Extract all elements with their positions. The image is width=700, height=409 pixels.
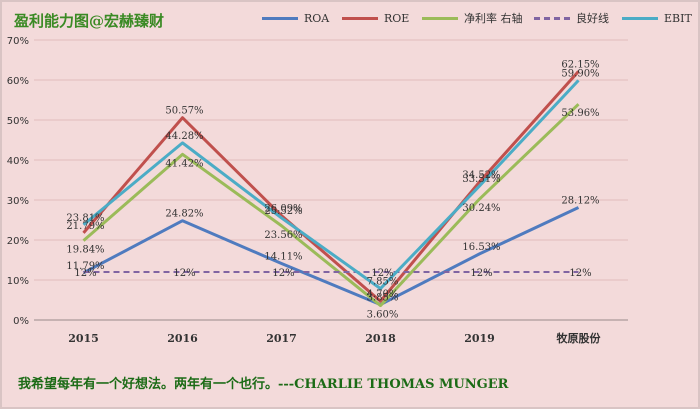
legend-label-net-margin: 净利率 右轴 [464, 12, 523, 25]
data-label-roe: 62.15% [561, 59, 599, 70]
munger-quote: 我希望每年有一个好想法。两年有一个也行。---CHARLIE THOMAS MU… [18, 377, 509, 392]
legend-label-roa: ROA [304, 11, 330, 25]
legend-item-roa: ROA [262, 8, 329, 28]
legend-item-ebit: EBIT [622, 8, 692, 28]
data-label-good-line: 12% [569, 268, 591, 279]
y-tick-label: 20% [7, 236, 29, 247]
y-tick-label: 0% [13, 316, 29, 327]
data-label-ebit: 23.81% [66, 213, 104, 224]
legend-item-net-margin: 净利率 右轴 [422, 8, 523, 28]
x-tick-label: 2018 [365, 332, 396, 345]
data-label-good-line: 12% [272, 268, 294, 279]
data-label-good-line: 12% [371, 268, 393, 279]
data-label-net-margin: 30.24% [462, 203, 500, 214]
chart-title: 盈利能力图@宏赫臻财 [14, 12, 165, 30]
data-label-roa: 14.11% [264, 252, 302, 263]
data-label-roa: 24.82% [165, 209, 203, 220]
data-label-ebit: 59.90% [561, 68, 599, 79]
data-label-ebit: 33.51% [462, 174, 500, 185]
y-tick-label: 40% [7, 156, 29, 167]
legend-label-roe: ROE [384, 11, 410, 25]
legend-swatch-net-margin [422, 16, 458, 20]
legend-item-roe: ROE [342, 8, 409, 28]
legend-swatch-good-line [534, 16, 570, 20]
data-label-roa: 3.85% [367, 293, 399, 304]
data-label-net-margin: 23.56% [264, 230, 302, 241]
data-label-good-line: 12% [470, 268, 492, 279]
data-label-roe: 21.79% [66, 221, 104, 232]
series-line-roe [82, 70, 580, 303]
data-label-net-margin: 41.42% [165, 158, 203, 169]
legend-swatch-roa [262, 16, 298, 20]
series-line-ebit [82, 79, 580, 291]
data-label-net-margin: 53.96% [561, 108, 599, 119]
series-line-roa [82, 206, 580, 307]
y-tick-label: 60% [7, 76, 29, 87]
legend-label-ebit: EBIT [664, 11, 692, 25]
y-tick-label: 30% [7, 196, 29, 207]
data-label-good-line: 12% [173, 268, 195, 279]
data-label-roa: 28.12% [561, 196, 599, 207]
data-label-ebit: 7.85% [367, 277, 399, 288]
data-label-net-margin: 3.60% [367, 310, 399, 321]
y-tick-label: 50% [7, 116, 29, 127]
legend-item-good-line: 良好线 [534, 8, 609, 28]
data-label-roe: 50.57% [165, 106, 203, 117]
x-tick-label: 牧原股份 [557, 331, 602, 345]
data-label-net-margin: 19.84% [66, 245, 104, 256]
data-label-ebit: 25.52% [264, 206, 302, 217]
y-tick-label: 10% [7, 276, 29, 287]
x-tick-label: 2017 [266, 332, 297, 345]
data-label-roe: 34.52% [462, 170, 500, 181]
series-line-net-margin [82, 103, 580, 308]
data-label-roe: 4.70% [367, 289, 399, 300]
data-label-good-line: 12% [74, 268, 96, 279]
legend-swatch-ebit [622, 16, 658, 20]
x-tick-label: 2016 [167, 332, 198, 345]
data-label-roa: 11.79% [66, 261, 104, 272]
data-label-roa: 16.53% [462, 242, 500, 253]
data-label-roe: 26.09% [264, 204, 302, 215]
legend-label-good-line: 良好线 [576, 12, 609, 25]
y-tick-label: 70% [7, 36, 29, 47]
legend: ROA ROE 净利率 右轴 良好线 EBIT [262, 8, 692, 28]
data-label-ebit: 44.28% [165, 131, 203, 142]
x-tick-label: 2015 [68, 332, 99, 345]
legend-swatch-roe [342, 16, 378, 20]
x-tick-label: 2019 [464, 332, 495, 345]
